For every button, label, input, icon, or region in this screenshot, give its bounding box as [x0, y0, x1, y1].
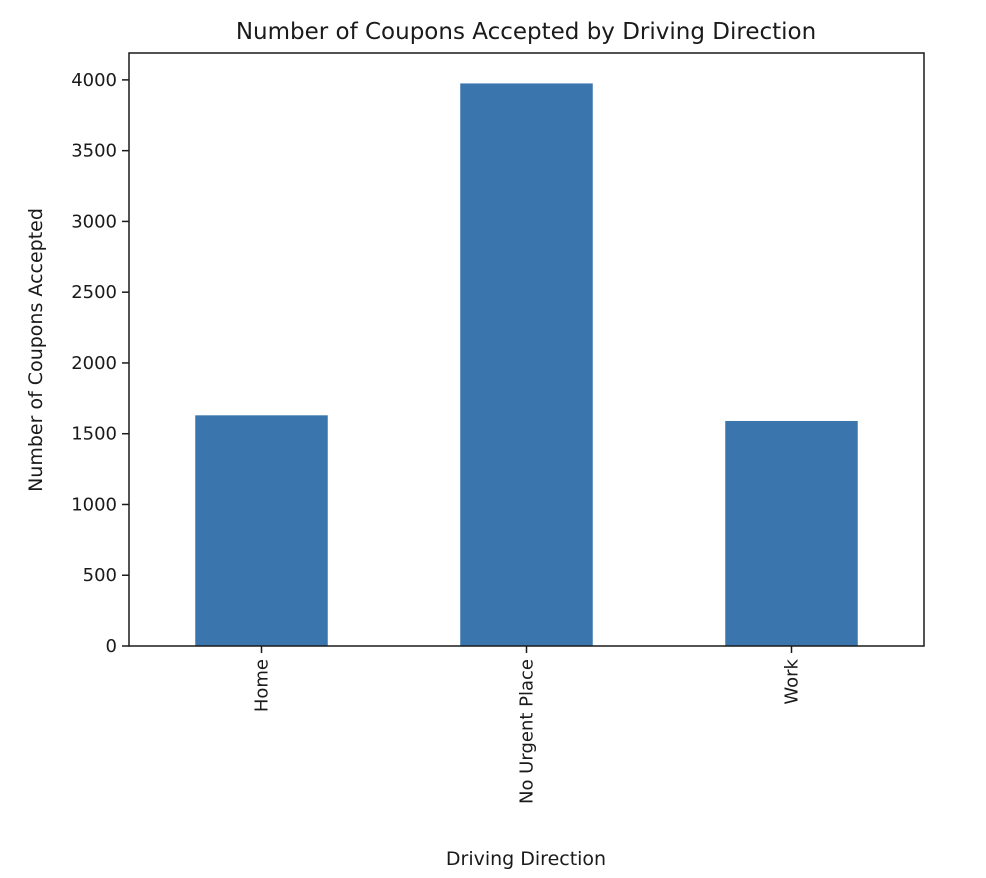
- y-tick-label: 4000: [71, 70, 117, 91]
- y-axis-label: Number of Coupons Accepted: [25, 208, 47, 492]
- x-axis-label: Driving Direction: [446, 848, 606, 870]
- x-tick-label: Work: [782, 658, 803, 704]
- bar: [195, 415, 328, 646]
- plot-frame: [128, 52, 925, 647]
- chart-title: Number of Coupons Accepted by Driving Di…: [236, 19, 816, 45]
- y-tick-label: 500: [83, 565, 117, 586]
- bar: [460, 83, 593, 646]
- bar: [725, 420, 858, 646]
- y-tick-label: 2000: [71, 353, 117, 374]
- y-tick-label: 3500: [71, 141, 117, 162]
- x-tick-label: Home: [252, 659, 273, 712]
- x-axis: Home No Urgent Place Work: [252, 646, 803, 804]
- y-tick-label: 1000: [71, 494, 117, 515]
- y-axis: 0 500 1000 1500 2000 2500 3000 3500 4000: [71, 70, 129, 657]
- bars-group: [195, 83, 858, 646]
- x-tick-label: No Urgent Place: [517, 659, 538, 804]
- y-tick-label: 0: [106, 636, 117, 657]
- y-tick-label: 3000: [71, 211, 117, 232]
- y-tick-label: 2500: [71, 282, 117, 303]
- y-tick-label: 1500: [71, 424, 117, 445]
